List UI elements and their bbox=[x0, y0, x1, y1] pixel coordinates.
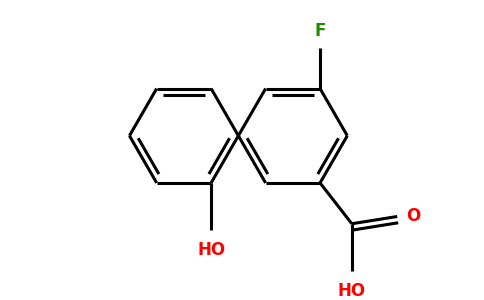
Text: F: F bbox=[315, 22, 326, 40]
Text: HO: HO bbox=[197, 241, 225, 259]
Text: O: O bbox=[406, 208, 421, 226]
Text: HO: HO bbox=[338, 282, 366, 300]
